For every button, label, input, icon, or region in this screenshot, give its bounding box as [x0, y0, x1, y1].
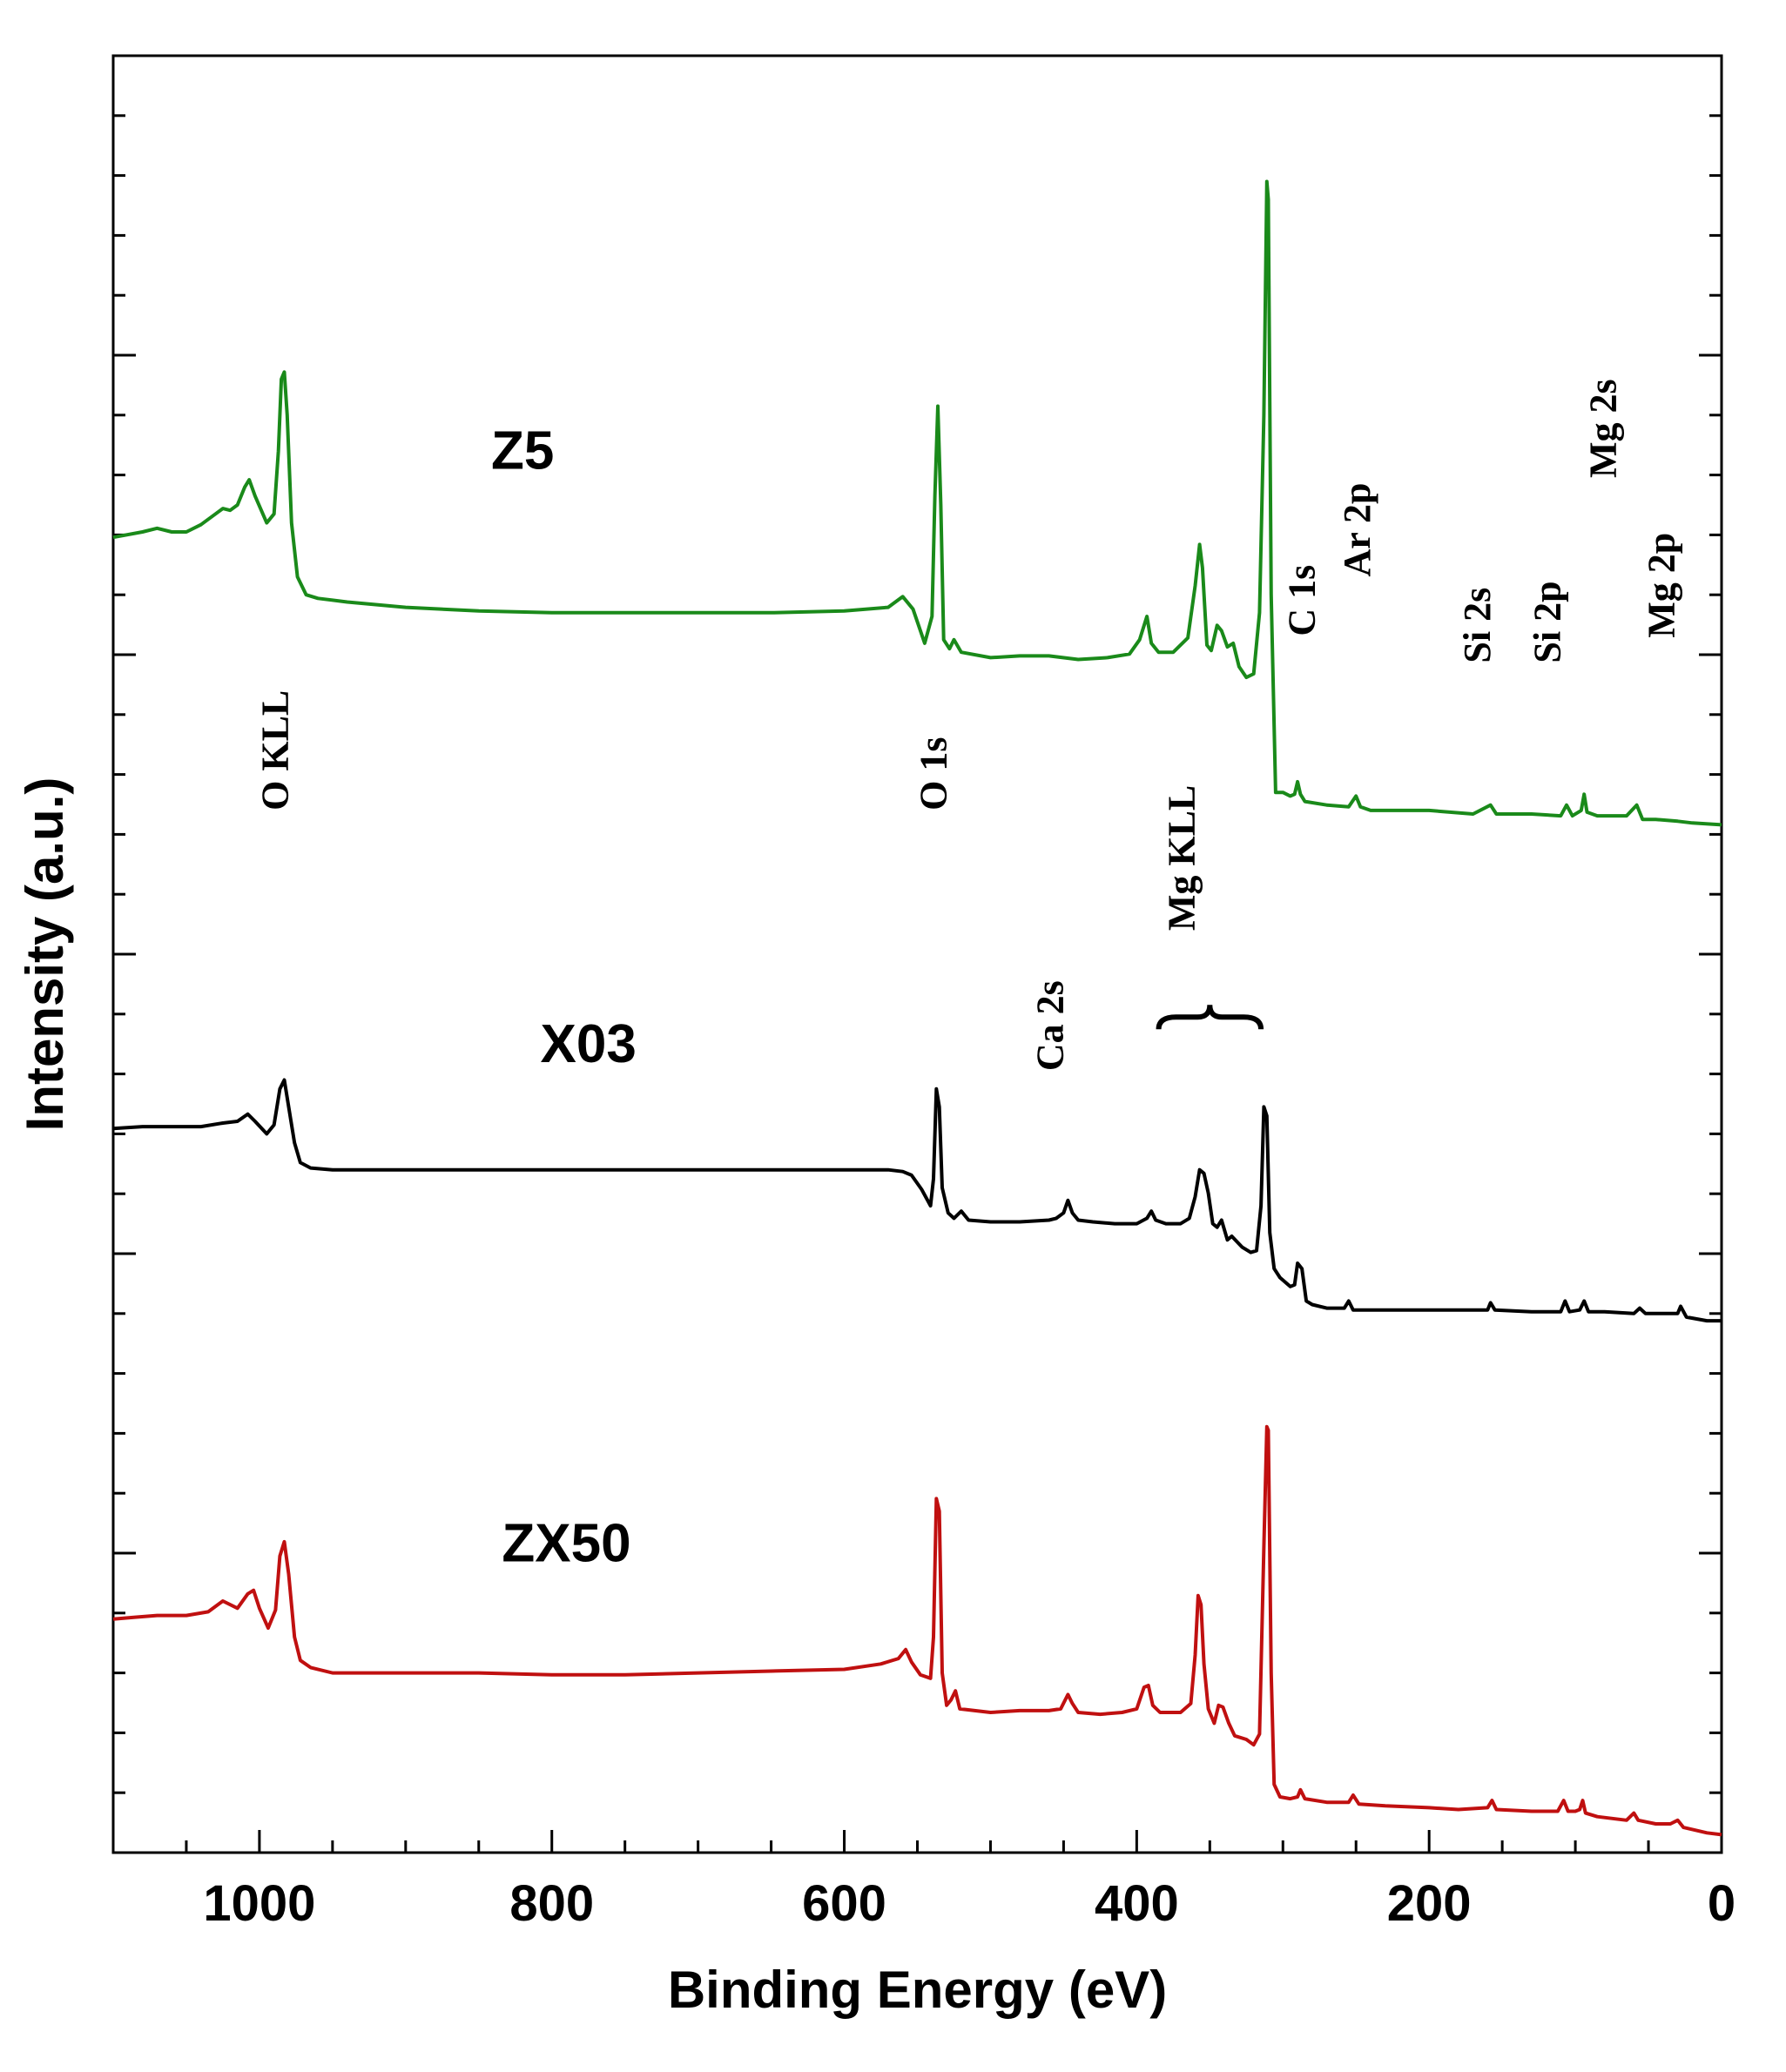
peak-label: Mg 2p [1640, 533, 1682, 638]
mg-kll-brace [1156, 1005, 1264, 1030]
series-line-x03 [112, 1078, 1722, 1323]
plot-frame [111, 54, 1723, 1854]
x-axis-title: Binding Energy (eV) [668, 1961, 1167, 2019]
peak-label: Mg 2s [1581, 379, 1624, 478]
x-tick-label: 0 [1708, 1875, 1735, 1932]
peak-label: O 1s [912, 737, 954, 811]
series-label-z5: Z5 [491, 421, 554, 481]
series-line-z5 [112, 179, 1722, 827]
peak-label: O KLL [254, 690, 297, 811]
x-tick-label: 1000 [203, 1875, 315, 1932]
x-tick-label: 200 [1387, 1875, 1472, 1932]
y-axis-title: Intensity (a.u.) [16, 777, 74, 1132]
peak-label: Mg KLL [1161, 785, 1203, 931]
x-tick-label: 600 [802, 1875, 886, 1932]
peak-label: Ca 2s [1029, 980, 1072, 1071]
peak-label: Ar 2p [1336, 483, 1378, 577]
series-label-x03: X03 [541, 1014, 637, 1074]
series-line-zx50 [112, 1424, 1722, 1837]
peak-label: C 1s [1280, 565, 1323, 636]
x-tick-label: 400 [1095, 1875, 1179, 1932]
peak-label: Si 2s [1456, 588, 1499, 663]
series-label-zx50: ZX50 [502, 1514, 630, 1574]
x-tick-label: 800 [509, 1875, 594, 1932]
peak-label: Si 2p [1527, 581, 1569, 663]
